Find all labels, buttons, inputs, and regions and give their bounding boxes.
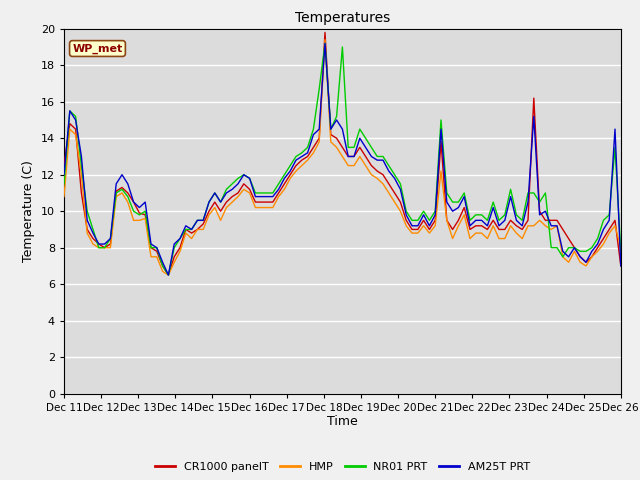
Y-axis label: Temperature (C): Temperature (C) (22, 160, 35, 262)
X-axis label: Time: Time (327, 415, 358, 429)
Title: Temperatures: Temperatures (295, 11, 390, 25)
Legend: CR1000 panelT, HMP, NR01 PRT, AM25T PRT: CR1000 panelT, HMP, NR01 PRT, AM25T PRT (150, 457, 534, 477)
Text: WP_met: WP_met (72, 43, 123, 54)
